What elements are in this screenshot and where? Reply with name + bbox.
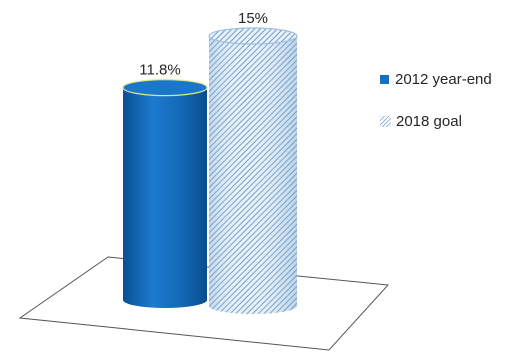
cylinder-top-2018 [208, 27, 298, 45]
legend-item-2012: 2012 year-end [380, 68, 492, 90]
cylinder-shade-2018 [209, 36, 297, 314]
cylinder-body-2012 [123, 87, 207, 308]
legend-item-2018: 2018 goal [380, 110, 492, 132]
legend-label-2012: 2012 year-end [395, 70, 492, 88]
legend-label-2018: 2018 goal [396, 112, 462, 130]
bars-group [122, 27, 298, 314]
data-label-2018: 15% [238, 10, 268, 27]
cylinder-top-2012 [122, 78, 208, 97]
legend-swatch-2018 [380, 115, 391, 127]
legend: 2012 year-end 2018 goal [380, 68, 492, 152]
legend-swatch-2012 [380, 74, 389, 84]
data-label-2012: 11.8% [139, 62, 180, 79]
data-labels-group: 11.8% 15% [139, 10, 268, 79]
